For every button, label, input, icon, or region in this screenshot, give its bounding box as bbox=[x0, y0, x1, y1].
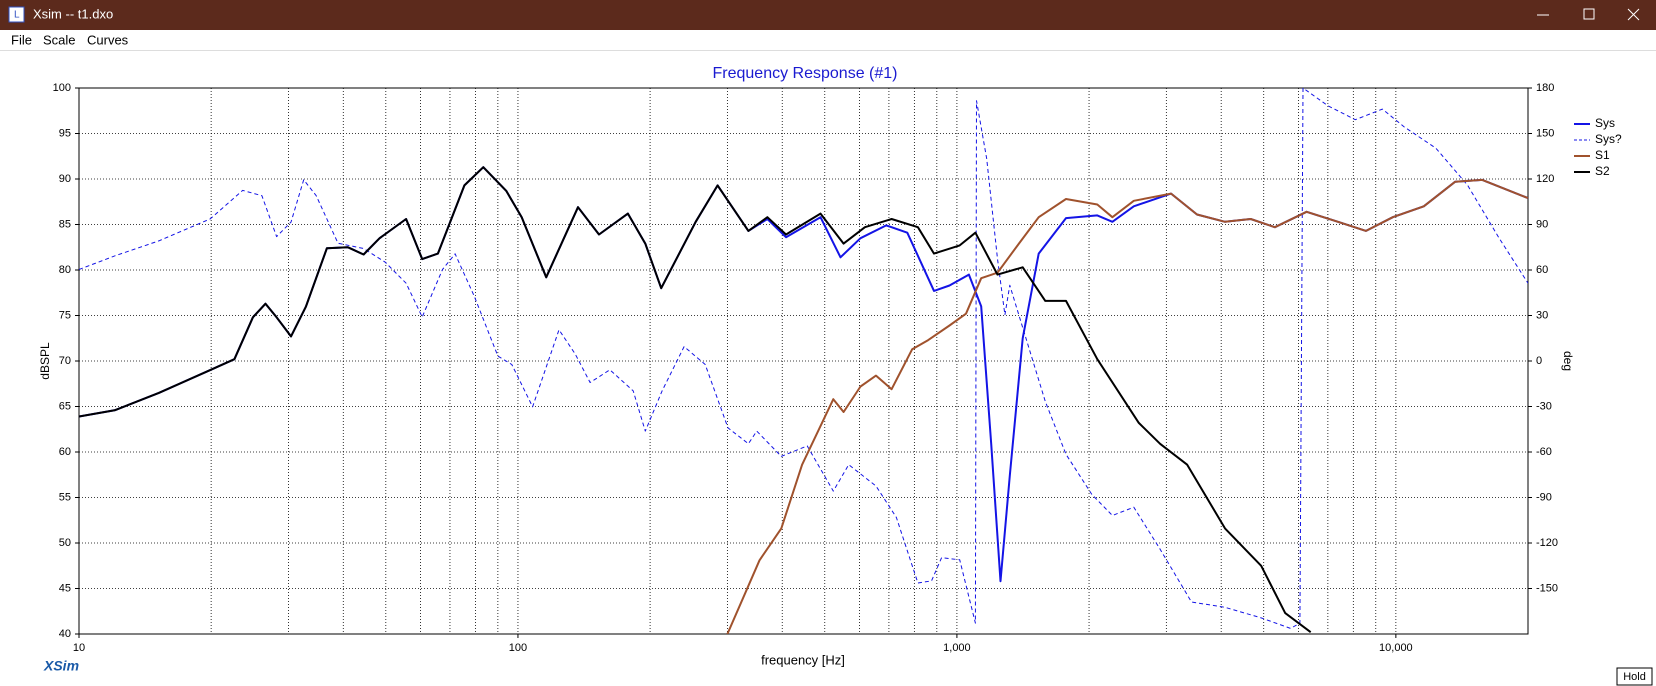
close-button[interactable] bbox=[1627, 8, 1640, 21]
hold-button-label[interactable]: Hold bbox=[1623, 671, 1646, 683]
series-line bbox=[726, 178, 1528, 634]
y-tick-label: 90 bbox=[59, 173, 71, 185]
y-tick-label: 45 bbox=[59, 582, 71, 594]
menu-item[interactable]: File bbox=[11, 32, 32, 47]
y-tick-label: 60 bbox=[59, 446, 71, 458]
legend-label: Sys bbox=[1595, 116, 1615, 130]
y-tick-label: 65 bbox=[59, 400, 71, 412]
y2-tick-label: -150 bbox=[1536, 582, 1558, 594]
y-tick-label: 80 bbox=[59, 264, 71, 276]
y2-tick-label: 120 bbox=[1536, 173, 1554, 185]
y2-tick-label: 90 bbox=[1536, 218, 1548, 230]
legend-label: S1 bbox=[1595, 148, 1610, 162]
x-tick-label: 10 bbox=[73, 642, 85, 654]
y2-tick-label: 0 bbox=[1536, 355, 1542, 367]
app-icon bbox=[8, 6, 25, 23]
plot-area bbox=[79, 88, 1528, 634]
y2-tick-label: -30 bbox=[1536, 400, 1552, 412]
title-bar bbox=[0, 0, 1656, 30]
y2-axis-label: deg bbox=[1561, 351, 1575, 371]
brand: XSim bbox=[43, 658, 79, 674]
plot: 404550556065707580859095100-150-120-90-6… bbox=[53, 82, 1622, 654]
y-axis-label: dBSPL bbox=[38, 342, 52, 380]
y2-tick-label: -120 bbox=[1536, 537, 1558, 549]
series-line bbox=[79, 88, 1528, 629]
y-tick-label: 50 bbox=[59, 537, 71, 549]
menu-bar bbox=[0, 30, 1656, 50]
chart-title: Frequency Response (#1) bbox=[713, 65, 898, 82]
menu-item[interactable]: Scale bbox=[43, 32, 76, 47]
app-icon-glyph: L bbox=[14, 10, 20, 21]
series-line bbox=[79, 166, 1312, 634]
y2-tick-label: -90 bbox=[1536, 491, 1552, 503]
y-tick-label: 70 bbox=[59, 355, 71, 367]
y2-tick-label: 30 bbox=[1536, 309, 1548, 321]
y-tick-label: 95 bbox=[59, 127, 71, 139]
menu-item[interactable]: Curves bbox=[87, 32, 129, 47]
y-tick-label: 40 bbox=[59, 628, 71, 640]
x-tick-label: 1,000 bbox=[943, 642, 971, 654]
legend-label: Sys? bbox=[1595, 132, 1622, 146]
legend-label: S2 bbox=[1595, 164, 1610, 178]
hold-button[interactable] bbox=[1616, 667, 1653, 686]
y-tick-label: 55 bbox=[59, 491, 71, 503]
x-axis-label: frequency [Hz] bbox=[761, 652, 845, 667]
maximize-button[interactable] bbox=[1583, 8, 1595, 20]
x-tick-label: 10,000 bbox=[1379, 642, 1413, 654]
y2-tick-label: 150 bbox=[1536, 127, 1554, 139]
y2-tick-label: -60 bbox=[1536, 446, 1552, 458]
x-tick-label: 100 bbox=[509, 642, 527, 654]
y-tick-label: 75 bbox=[59, 309, 71, 321]
y-tick-label: 85 bbox=[59, 218, 71, 230]
y2-tick-label: 180 bbox=[1536, 82, 1554, 94]
window-title: Xsim -- t1.dxo bbox=[33, 6, 113, 21]
plot-border bbox=[78, 87, 1529, 635]
y-tick-label: 100 bbox=[53, 82, 71, 94]
y2-tick-label: 60 bbox=[1536, 264, 1548, 276]
